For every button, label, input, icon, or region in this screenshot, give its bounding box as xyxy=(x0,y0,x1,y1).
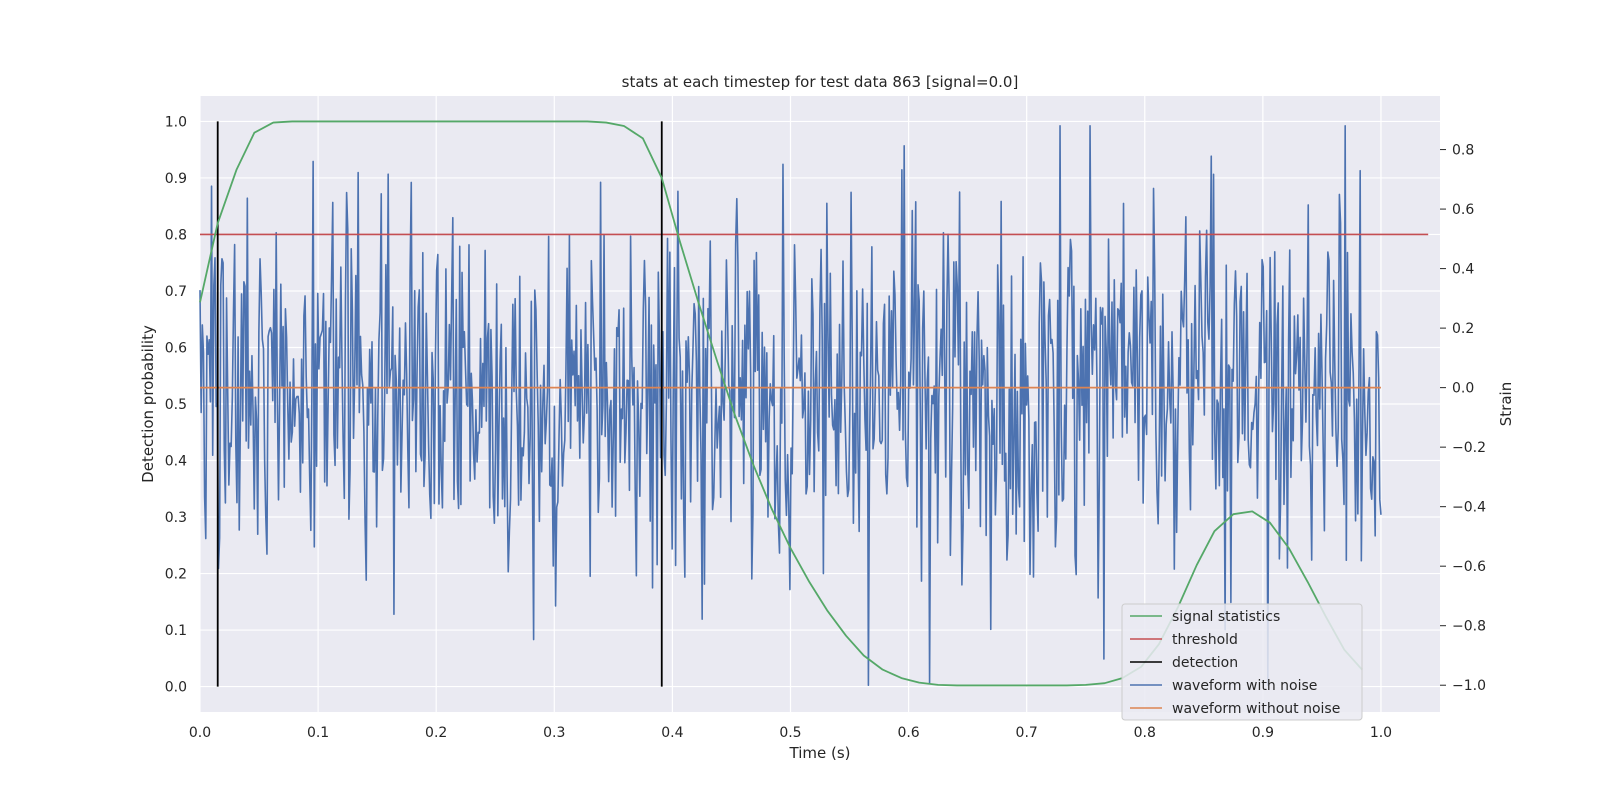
waveform-with-noise-line xyxy=(199,124,1382,687)
y-tick-label: 0.0 xyxy=(165,680,187,696)
x-tick-label: 0.5 xyxy=(779,725,801,741)
y2-tick-label: −0.6 xyxy=(1452,559,1486,575)
legend-label-detection: detection xyxy=(1172,655,1238,671)
y-tick-label: 0.7 xyxy=(165,284,187,300)
y-tick-label: 0.5 xyxy=(165,397,187,413)
x-tick-label: 0.2 xyxy=(425,725,447,741)
y-tick-label: 0.3 xyxy=(165,510,187,526)
legend-label-threshold: threshold xyxy=(1172,632,1238,648)
y2-tick-label: 0.2 xyxy=(1452,321,1474,337)
y2-tick-label: −0.4 xyxy=(1452,500,1486,516)
y2-tick-label: 0.0 xyxy=(1452,381,1474,397)
x-tick-label: 0.6 xyxy=(897,725,919,741)
x-tick-label: 0.8 xyxy=(1134,725,1156,741)
y-tick-label: 0.4 xyxy=(165,454,187,470)
x-tick-label: 0.4 xyxy=(661,725,683,741)
y2-axis-label: Strain xyxy=(1497,382,1515,426)
x-tick-label: 0.0 xyxy=(189,725,211,741)
y2-tick-label: 0.8 xyxy=(1452,143,1474,159)
x-tick-label: 0.1 xyxy=(307,725,329,741)
x-tick-label: 1.0 xyxy=(1370,725,1392,741)
y-tick-label: 0.1 xyxy=(165,623,187,639)
y-tick-label: 0.8 xyxy=(165,227,187,243)
y-tick-label: 1.0 xyxy=(165,114,187,130)
x-tick-label: 0.7 xyxy=(1016,725,1038,741)
axes-layer: 0.0 0.1 0.2 0.3 0.4 0.5 0.6 0.7 0.8 0.9 1.0 0.0 0.1 0… xyxy=(165,114,1486,741)
legend: signal statistics threshold detection wa… xyxy=(1121,603,1363,721)
y2-tick-label: 0.4 xyxy=(1452,262,1474,278)
y2-tick-label: −0.2 xyxy=(1452,440,1486,456)
legend-label-signal-statistics: signal statistics xyxy=(1172,609,1280,625)
x-axis-label: Time (s) xyxy=(789,744,851,762)
y-tick-label: 0.2 xyxy=(165,567,187,583)
y2-tick-label: −0.8 xyxy=(1452,619,1486,635)
legend-label-waveform-with-noise: waveform with noise xyxy=(1172,678,1317,694)
x-tick-label: 0.9 xyxy=(1252,725,1274,741)
y2-tick-label: 0.6 xyxy=(1452,202,1474,218)
x-tick-label: 0.3 xyxy=(543,725,565,741)
y-axis-label: Detection probability xyxy=(139,325,157,483)
y2-tick-label: −1.0 xyxy=(1452,678,1486,694)
chart-title: stats at each timestep for test data 863… xyxy=(622,73,1019,91)
legend-label-waveform-without-noise: waveform without noise xyxy=(1172,701,1340,717)
legend-box xyxy=(1121,603,1363,721)
y-tick-label: 0.9 xyxy=(165,171,187,187)
y-tick-label: 0.6 xyxy=(165,340,187,356)
